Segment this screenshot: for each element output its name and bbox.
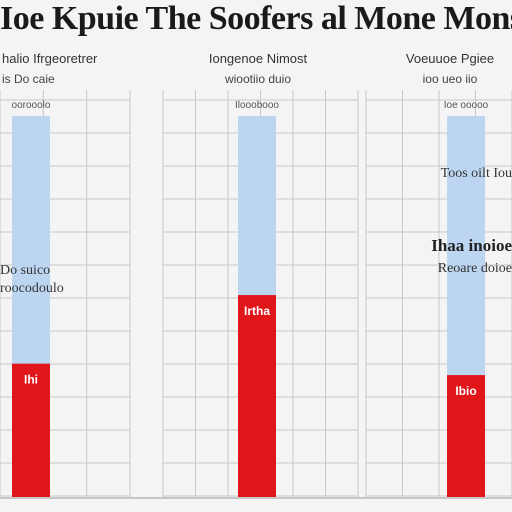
panel-3-scale-label: Ioe ooooo	[444, 100, 489, 111]
panel-3-bar-value	[447, 375, 485, 497]
panel-3-annotation: Toos oilt Iou	[441, 166, 512, 181]
panel-1-bar-value	[12, 363, 50, 497]
panel-3-title: Voeuuoe Pgiee	[406, 51, 494, 66]
panel-3-annotation: Reoare doioe	[438, 261, 512, 276]
panel-2-bar-value	[238, 295, 276, 497]
panel-1-subtitle: is Do caie	[2, 72, 55, 86]
panel-1-annotation: roocodoulo	[0, 281, 64, 296]
panel-3-bar-label: Ibio	[455, 384, 476, 398]
panel-1-scale-label: oorooolo	[12, 100, 51, 111]
panel-3-annotation: Ihaa inoioe	[431, 236, 512, 255]
page-title: Ioe Kpuie The Soofers al Mone Mons	[0, 0, 512, 37]
panel-2-subtitle: wiootiio duio	[224, 72, 291, 86]
panel-1-annotation: Do suico	[0, 263, 50, 278]
panel-2-bar-label: Irtha	[244, 304, 270, 318]
panel-3-subtitle: ioo ueo iio	[423, 72, 478, 86]
panel-1-bar-label: Ihi	[24, 373, 38, 387]
panel-2-scale-label: Ilooobooo	[235, 100, 279, 111]
panel-1-title: halio Ifrgeoretrer	[2, 51, 98, 66]
panel-2-title: Iongenoe Nimost	[209, 51, 308, 66]
